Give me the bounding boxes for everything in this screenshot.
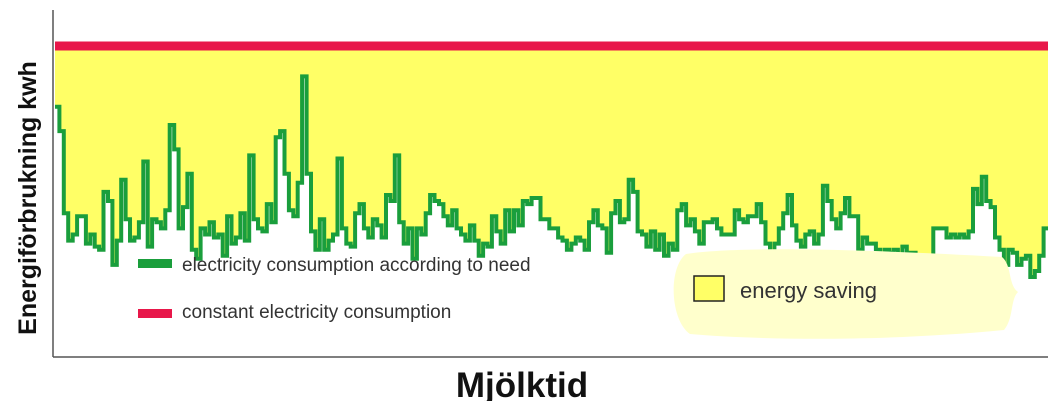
energy-saving-callout: energy saving [673,249,1018,339]
energy-saving-label: energy saving [740,278,877,303]
legend-label-constant: constant electricity consumption [182,302,451,323]
legend-label-need: electricity consumption according to nee… [182,255,531,276]
legend-swatch-need [138,259,172,268]
legend-swatch-constant [138,309,172,318]
plot-area [55,41,1048,279]
energy-saving-swatch [693,275,725,302]
energy-saving-callout-background [673,249,1018,339]
energy-saving-area [55,46,1048,277]
y-axis-title: Energiförbrukning kwh [14,61,42,335]
legend: electricity consumption according to nee… [138,255,531,323]
series-line-need [55,74,1048,279]
x-axis-title: Mjölktid [456,366,588,401]
